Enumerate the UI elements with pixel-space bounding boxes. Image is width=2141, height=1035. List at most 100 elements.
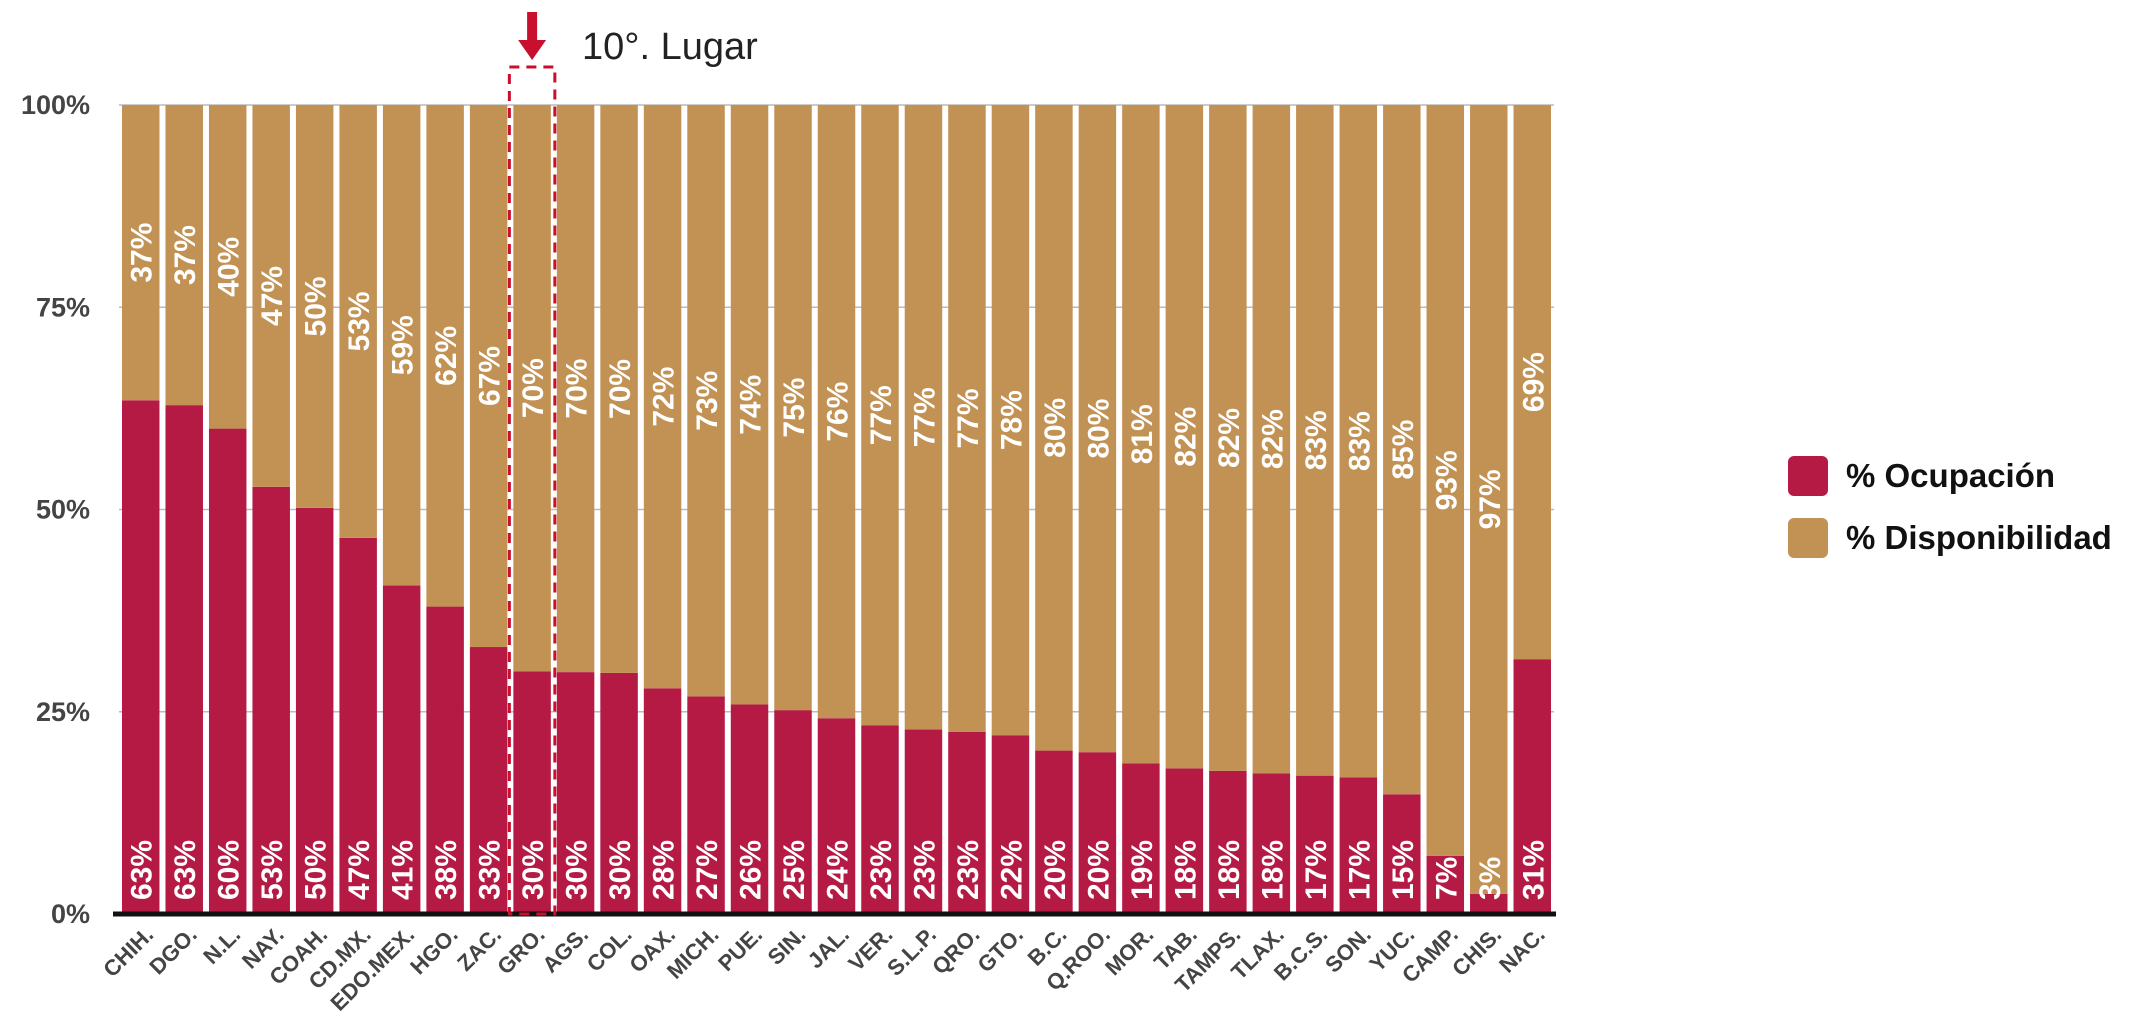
data-label-disponibilidad: 70% — [604, 359, 637, 419]
x-tick-label: GRO. — [492, 922, 549, 979]
data-label-disponibilidad: 80% — [1039, 398, 1072, 458]
data-label-ocupacion: 26% — [735, 840, 768, 900]
data-label-disponibilidad: 93% — [1430, 450, 1463, 510]
bar-disponibilidad — [1252, 105, 1291, 774]
bar-ocupacion — [817, 718, 856, 914]
bar-ocupacion — [1252, 773, 1291, 914]
bar-disponibilidad — [1035, 105, 1073, 751]
bar-disponibilidad — [426, 105, 464, 607]
bar-disponibilidad — [1165, 105, 1204, 769]
x-tick-label: HGO. — [405, 922, 462, 979]
bar-disponibilidad — [1513, 105, 1551, 660]
data-label-ocupacion: 38% — [430, 840, 463, 900]
legend: % Ocupación % Disponibilidad — [1788, 455, 2133, 579]
bar-disponibilidad — [469, 105, 508, 648]
data-label-disponibilidad: 76% — [822, 382, 855, 442]
legend-item-ocupacion: % Ocupación — [1788, 455, 2133, 497]
data-label-disponibilidad: 74% — [735, 375, 768, 435]
x-tick-label: SON. — [1320, 922, 1376, 978]
bar-ocupacion — [122, 400, 160, 914]
bar-ocupacion — [165, 405, 203, 914]
data-label-disponibilidad: 82% — [1256, 409, 1289, 469]
data-label-disponibilidad: 78% — [995, 390, 1028, 450]
data-label-ocupacion: 15% — [1387, 840, 1420, 900]
y-tick-label: 50% — [36, 495, 90, 525]
bar-disponibilidad — [643, 105, 682, 689]
bar-disponibilidad — [991, 105, 1030, 736]
data-label-disponibilidad: 82% — [1169, 407, 1202, 467]
x-tick-label: COL. — [582, 922, 637, 977]
bar-ocupacion — [1426, 855, 1465, 914]
data-label-ocupacion: 3% — [1474, 857, 1507, 900]
data-label-disponibilidad: 83% — [1343, 411, 1376, 471]
data-label-disponibilidad: 97% — [1474, 469, 1507, 529]
bar-ocupacion — [774, 710, 812, 914]
bar-disponibilidad — [1383, 105, 1421, 795]
data-label-disponibilidad: 37% — [169, 225, 202, 285]
data-label-disponibilidad: 67% — [474, 346, 507, 406]
bar-ocupacion — [861, 725, 899, 914]
bar-disponibilidad — [730, 105, 769, 705]
x-tick-label: SIN. — [763, 922, 811, 970]
bar-ocupacion — [1209, 770, 1247, 914]
x-tick-label: GTO. — [973, 922, 1028, 977]
bar-disponibilidad — [513, 105, 551, 672]
bar-ocupacion — [556, 672, 595, 914]
data-label-disponibilidad: 40% — [213, 237, 246, 297]
x-tick-label: DGO. — [144, 922, 201, 979]
data-label-disponibilidad: 62% — [430, 326, 463, 386]
bar-disponibilidad — [165, 105, 203, 406]
x-tick-label: N.L. — [198, 922, 245, 969]
bar-ocupacion — [1035, 750, 1073, 914]
x-tick-label: S.L.P. — [882, 922, 941, 981]
data-label-ocupacion: 20% — [1082, 840, 1115, 900]
bar-disponibilidad — [1296, 105, 1334, 776]
bar-disponibilidad — [1426, 105, 1465, 856]
data-label-disponibilidad: 72% — [648, 367, 681, 427]
data-label-disponibilidad: 50% — [300, 276, 333, 336]
bar-ocupacion — [643, 688, 682, 914]
data-label-disponibilidad: 77% — [908, 387, 941, 447]
bar-ocupacion — [208, 428, 247, 914]
data-label-disponibilidad: 85% — [1387, 420, 1420, 480]
bar-disponibilidad — [556, 105, 595, 673]
bar-disponibilidad — [295, 105, 334, 508]
data-label-ocupacion: 23% — [865, 840, 898, 900]
data-label-disponibilidad: 82% — [1213, 408, 1246, 468]
bar-ocupacion — [339, 537, 377, 914]
bar-disponibilidad — [208, 105, 247, 429]
data-label-ocupacion: 60% — [213, 840, 246, 900]
data-label-ocupacion: 28% — [648, 840, 681, 900]
bar-ocupacion — [1122, 763, 1160, 914]
data-label-ocupacion: 63% — [126, 840, 159, 900]
data-label-ocupacion: 30% — [604, 840, 637, 900]
data-label-ocupacion: 30% — [561, 840, 594, 900]
data-label-ocupacion: 18% — [1256, 840, 1289, 900]
bar-disponibilidad — [861, 105, 899, 726]
x-tick-label: AGS. — [537, 922, 593, 978]
x-tick-label: PUE. — [713, 922, 767, 976]
bar-disponibilidad — [600, 105, 638, 673]
data-label-ocupacion: 19% — [1126, 840, 1159, 900]
data-label-disponibilidad: 80% — [1082, 399, 1115, 459]
data-label-ocupacion: 18% — [1169, 840, 1202, 900]
data-label-ocupacion: 7% — [1430, 857, 1463, 900]
bar-ocupacion — [730, 704, 769, 914]
bar-ocupacion — [1339, 777, 1378, 914]
data-label-ocupacion: 22% — [995, 840, 1028, 900]
data-label-disponibilidad: 75% — [778, 378, 811, 438]
bar-ocupacion — [1383, 794, 1421, 914]
data-label-ocupacion: 63% — [169, 840, 202, 900]
data-label-ocupacion: 18% — [1213, 840, 1246, 900]
data-label-ocupacion: 50% — [300, 840, 333, 900]
data-label-disponibilidad: 53% — [343, 291, 376, 351]
data-label-ocupacion: 47% — [343, 840, 376, 900]
bar-ocupacion — [382, 585, 421, 914]
bar-ocupacion — [1165, 768, 1204, 914]
y-tick-label: 100% — [21, 90, 90, 120]
y-tick-label: 25% — [36, 697, 90, 727]
bar-disponibilidad — [382, 105, 421, 586]
bar-disponibilidad — [1078, 105, 1117, 753]
x-tick-label: CHIS. — [1447, 922, 1506, 981]
